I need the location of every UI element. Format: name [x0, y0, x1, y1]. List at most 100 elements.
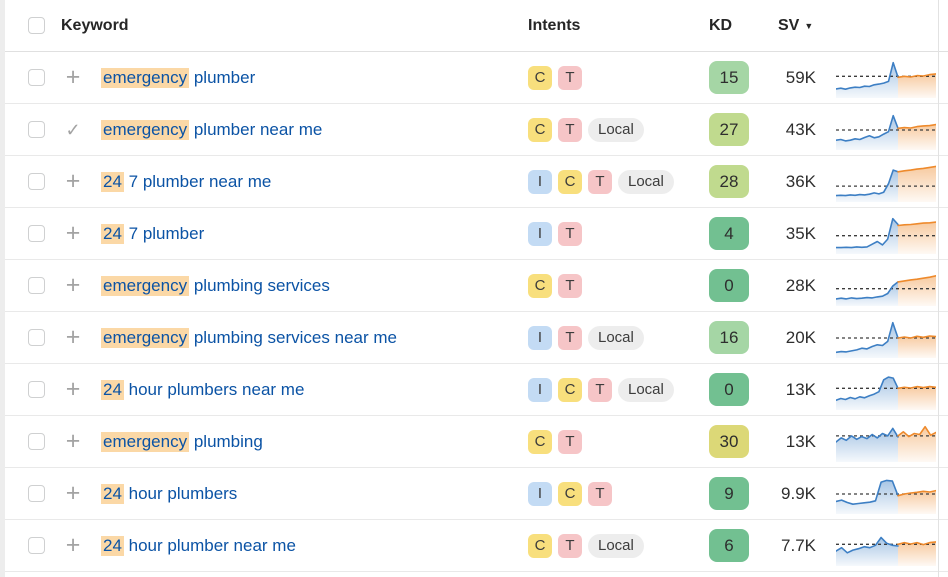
add-plus-icon[interactable]: + — [65, 219, 81, 247]
intent-badge-t: T — [558, 325, 582, 350]
sv-trend-cell — [835, 370, 937, 410]
intent-badge-t: T — [558, 117, 582, 142]
keyword-link[interactable]: emergency plumbing services near me — [101, 327, 528, 348]
row-checkbox[interactable] — [28, 433, 45, 450]
kd-badge: 0 — [709, 269, 749, 302]
keyword-highlight: 24 — [101, 535, 124, 556]
keyword-link[interactable]: 24 hour plumbers — [101, 483, 528, 504]
row-checkbox[interactable] — [28, 537, 45, 554]
sv-trend-cell — [835, 58, 937, 98]
added-check-icon[interactable]: ✓ — [65, 119, 81, 140]
sv-trend-sparkline — [835, 165, 937, 202]
keyword-link[interactable]: emergency plumbing services — [101, 275, 528, 296]
keyword-rest: hour plumbers — [123, 483, 238, 503]
kd-badge: 15 — [709, 61, 749, 94]
select-all-checkbox[interactable] — [28, 17, 45, 34]
sv-trend-sparkline — [835, 114, 937, 150]
row-checkbox[interactable] — [28, 329, 45, 346]
keyword-link[interactable]: 24 7 plumber near me — [101, 171, 528, 192]
sv-trend-cell — [835, 318, 937, 358]
sv-value: 35K — [785, 223, 816, 243]
add-plus-icon[interactable]: + — [65, 63, 81, 91]
intent-badge-i: I — [528, 481, 552, 506]
row-checkbox[interactable] — [28, 277, 45, 294]
add-plus-icon[interactable]: + — [65, 479, 81, 507]
row-checkbox[interactable] — [28, 121, 45, 138]
left-gutter — [0, 0, 5, 577]
row-checkbox[interactable] — [28, 381, 45, 398]
intent-badge-t: T — [588, 377, 612, 402]
add-plus-icon[interactable]: + — [65, 531, 81, 559]
kd-badge: 9 — [709, 477, 749, 510]
table-row: + 24 hour plumbers near me I C T Local 0 13… — [0, 364, 948, 416]
row-checkbox[interactable] — [28, 173, 45, 190]
intent-badge-i: I — [528, 221, 552, 246]
keyword-link[interactable]: emergency plumbing — [101, 431, 528, 452]
sort-desc-icon: ▼ — [804, 20, 814, 31]
keyword-highlight: 24 — [101, 171, 124, 192]
intent-badge-local: Local — [588, 117, 644, 142]
keyword-highlight: 24 — [101, 483, 124, 504]
column-header-sv[interactable]: SV ▼ — [756, 17, 831, 35]
keyword-highlight: emergency — [101, 119, 190, 140]
row-checkbox[interactable] — [28, 69, 45, 86]
sv-value: 13K — [785, 431, 816, 451]
sv-trend-sparkline — [835, 536, 937, 566]
intent-badge-c: C — [528, 65, 552, 90]
add-plus-icon[interactable]: + — [65, 427, 81, 455]
sv-trend-cell — [835, 474, 937, 514]
kd-cell: 30 — [701, 425, 756, 458]
add-plus-icon[interactable]: + — [65, 271, 81, 299]
sv-value: 28K — [785, 275, 816, 295]
sv-trend-sparkline — [835, 479, 937, 514]
kd-cell: 9 — [701, 477, 756, 510]
column-divider — [938, 0, 939, 577]
intent-badge-c: C — [558, 377, 582, 402]
add-plus-icon[interactable]: + — [65, 375, 81, 403]
keyword-highlight: emergency — [101, 275, 190, 296]
keyword-rest: 7 plumber — [123, 223, 205, 243]
column-header-keyword[interactable]: Keyword — [61, 16, 129, 34]
keyword-highlight: emergency — [101, 67, 190, 88]
keyword-highlight: 24 — [101, 379, 124, 400]
sv-trend-sparkline — [835, 217, 937, 254]
kd-badge: 0 — [709, 373, 749, 406]
column-header-kd[interactable]: KD — [709, 16, 733, 34]
add-plus-icon[interactable]: + — [65, 167, 81, 195]
kd-cell: 28 — [701, 165, 756, 198]
kd-cell: 27 — [701, 113, 756, 146]
keyword-highlight: 24 — [101, 223, 124, 244]
sv-value: 20K — [785, 327, 816, 347]
sv-value: 36K — [785, 171, 816, 191]
row-checkbox[interactable] — [28, 485, 45, 502]
keyword-link[interactable]: 24 hour plumbers near me — [101, 379, 528, 400]
intent-badge-c: C — [528, 533, 552, 558]
keyword-rest: plumber near me — [189, 119, 323, 139]
table-row: ✓ emergency plumber near me C T Local 27 4… — [0, 104, 948, 156]
kd-cell: 0 — [701, 269, 756, 302]
intent-badge-c: C — [558, 481, 582, 506]
column-header-intents[interactable]: Intents — [528, 16, 581, 34]
keyword-link[interactable]: 24 7 plumber — [101, 223, 528, 244]
keyword-link[interactable]: emergency plumber — [101, 67, 528, 88]
kd-badge: 27 — [709, 113, 749, 146]
intent-badge-t: T — [558, 221, 582, 246]
keyword-link[interactable]: 24 hour plumber near me — [101, 535, 528, 556]
table-header-row: Keyword Intents KD SV ▼ — [0, 0, 948, 52]
sv-trend-cell — [835, 526, 937, 566]
add-plus-icon[interactable]: + — [65, 323, 81, 351]
intent-badge-c: C — [558, 169, 582, 194]
kd-badge: 16 — [709, 321, 749, 354]
intent-badge-local: Local — [588, 325, 644, 350]
keyword-link[interactable]: emergency plumber near me — [101, 119, 528, 140]
sv-value: 9.9K — [781, 483, 816, 503]
row-checkbox[interactable] — [28, 225, 45, 242]
sv-trend-cell — [835, 422, 937, 462]
